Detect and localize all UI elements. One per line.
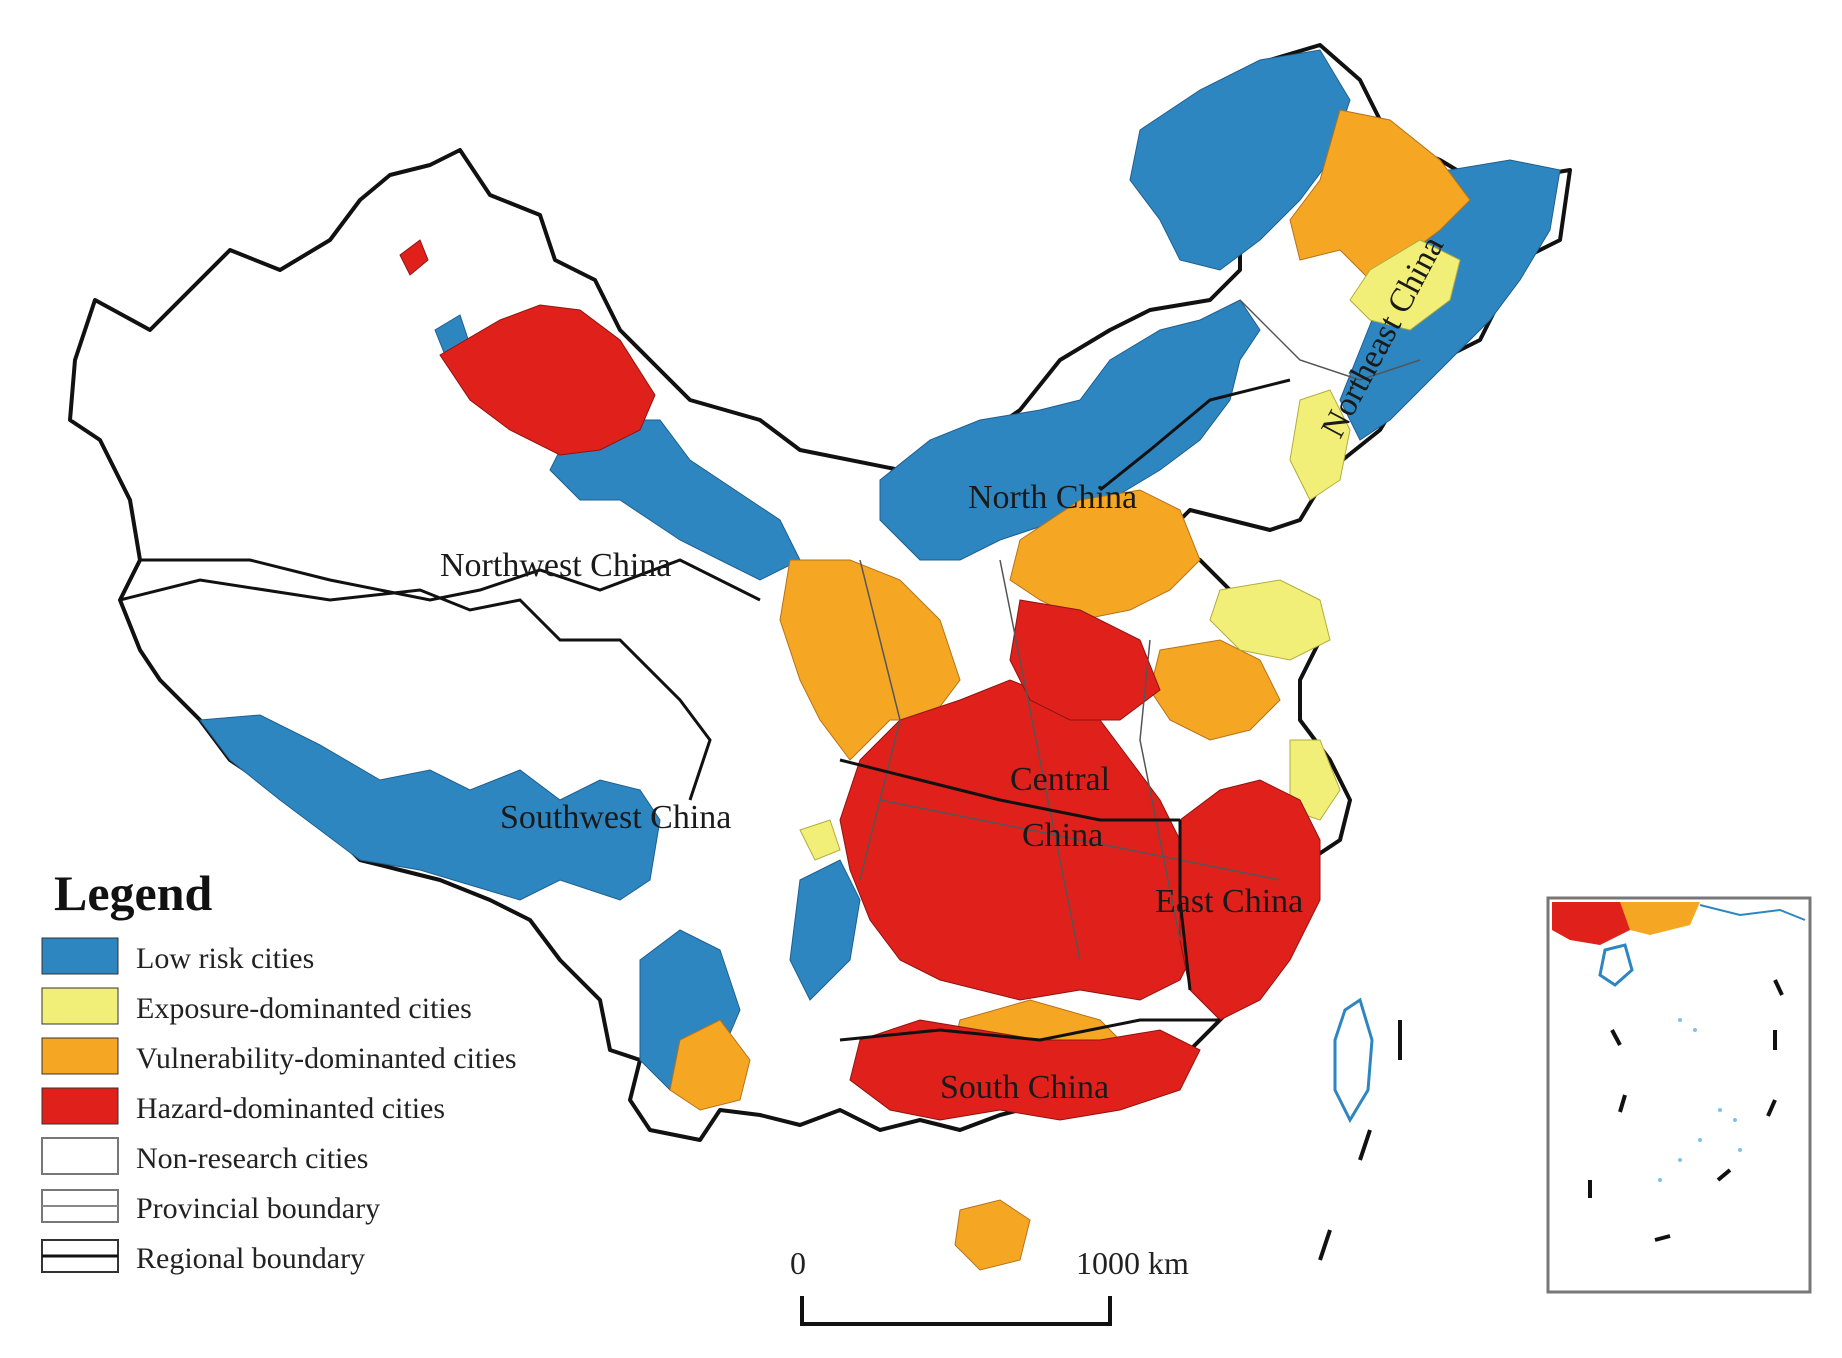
legend-label-hazard: Hazard-dominanted cities bbox=[136, 1092, 445, 1125]
exposure-regions bbox=[799, 239, 1461, 861]
legend-label-regional: Regional boundary bbox=[136, 1242, 365, 1275]
island-dashes bbox=[1318, 1020, 1402, 1261]
legend-swatch-low-risk bbox=[41, 937, 119, 975]
island-dash bbox=[1318, 1229, 1332, 1261]
region-label-east: East China bbox=[1155, 883, 1303, 920]
legend-label-vulnerability: Vulnerability-dominanted cities bbox=[136, 1042, 517, 1075]
provincial-boundaries bbox=[859, 299, 1421, 961]
region-label-southwest: Southwest China bbox=[500, 799, 731, 836]
legend-swatch-vulnerability bbox=[41, 1037, 119, 1075]
region-hainan bbox=[954, 1199, 1031, 1271]
region-inner-mongolia bbox=[879, 299, 1261, 561]
regional-boundary bbox=[839, 1018, 1220, 1042]
scale-end-label: 1000 km bbox=[1076, 1245, 1189, 1281]
legend-label-non-research: Non-research cities bbox=[136, 1142, 368, 1175]
provincial-boundary bbox=[999, 559, 1081, 961]
islet bbox=[1678, 1158, 1682, 1162]
provincial-boundary bbox=[879, 799, 1281, 881]
inset-dash bbox=[1716, 1168, 1732, 1182]
vulnerability-regions bbox=[669, 109, 1471, 1271]
island-dash bbox=[1358, 1129, 1372, 1161]
legend-label-low-risk: Low risk cities bbox=[136, 942, 314, 975]
region-xinjiang-red bbox=[439, 304, 656, 456]
provincial-boundary bbox=[1139, 639, 1181, 941]
provincial-boundary bbox=[1239, 299, 1421, 381]
islet bbox=[1693, 1028, 1697, 1032]
region-jilin-yellow bbox=[1349, 239, 1461, 331]
islet bbox=[1658, 1178, 1662, 1182]
inset-hainan bbox=[1598, 943, 1634, 987]
region-shandong-yellow bbox=[1209, 579, 1331, 661]
inset-dash bbox=[1618, 1094, 1627, 1113]
regional-boundary bbox=[1178, 820, 1192, 991]
islet bbox=[1718, 1108, 1722, 1112]
region-label-northwest: Northwest China bbox=[440, 547, 671, 584]
legend-swatch-exposure bbox=[41, 987, 119, 1025]
regional-boundary-west bbox=[119, 578, 712, 801]
islet bbox=[1738, 1148, 1742, 1152]
region-yunnan-blue bbox=[789, 859, 861, 1001]
region-label-central-1: Central bbox=[1010, 761, 1110, 798]
legend-swatch-hazard bbox=[41, 1087, 119, 1125]
islet bbox=[1698, 1138, 1702, 1142]
region-label-south: South China bbox=[940, 1069, 1109, 1106]
inset-coast-red bbox=[1552, 902, 1640, 945]
region-label-central-2: China bbox=[1022, 817, 1103, 854]
islet bbox=[1733, 1118, 1737, 1122]
region-label-north: North China bbox=[968, 479, 1137, 516]
inset-dash bbox=[1654, 1234, 1671, 1242]
region-northeast-north bbox=[1129, 49, 1351, 271]
islet bbox=[1678, 1018, 1682, 1022]
region-tibet bbox=[199, 714, 661, 901]
inset-island-dashes bbox=[1588, 979, 1784, 1242]
scale-line bbox=[800, 1296, 1112, 1326]
region-qinghai-east bbox=[549, 419, 801, 581]
legend-swatch-non-research bbox=[41, 1137, 119, 1175]
taiwan-island bbox=[1333, 997, 1374, 1124]
regional-boundary bbox=[839, 758, 1180, 822]
regional-boundary-nw bbox=[140, 558, 761, 602]
inset-dash bbox=[1766, 1099, 1777, 1117]
region-yunnan-orange bbox=[669, 1019, 751, 1111]
scale-bar: 0 1000 km bbox=[790, 1245, 1189, 1326]
regional-boundaries bbox=[839, 378, 1291, 1042]
hazard-regions bbox=[399, 239, 1321, 1121]
scale-start-label: 0 bbox=[790, 1245, 806, 1281]
inset-dash bbox=[1610, 1029, 1622, 1046]
region-north-orange bbox=[1009, 489, 1201, 621]
provincial-boundary bbox=[859, 559, 901, 881]
inset-frame bbox=[1546, 896, 1812, 1294]
inset-coast-blue bbox=[1699, 904, 1806, 921]
region-yunnan-yellow bbox=[799, 819, 841, 861]
inset-coast-orange bbox=[1620, 902, 1700, 935]
legend: Legend Low risk cities Exposure-dominant… bbox=[41, 865, 517, 1275]
inset-dash bbox=[1773, 979, 1784, 996]
inset-islets bbox=[1658, 1018, 1742, 1182]
region-liaoning-yellow bbox=[1289, 389, 1351, 501]
regional-boundary bbox=[1099, 378, 1291, 492]
region-shandong-orange bbox=[1149, 639, 1281, 741]
legend-label-exposure: Exposure-dominanted cities bbox=[136, 992, 472, 1025]
legend-label-provincial: Provincial boundary bbox=[136, 1192, 380, 1225]
region-henan-red bbox=[1009, 599, 1161, 721]
inset-map bbox=[1546, 896, 1812, 1294]
legend-title: Legend bbox=[54, 865, 213, 921]
region-xinjiang-red-small bbox=[399, 239, 429, 276]
region-south-red bbox=[849, 1019, 1201, 1121]
